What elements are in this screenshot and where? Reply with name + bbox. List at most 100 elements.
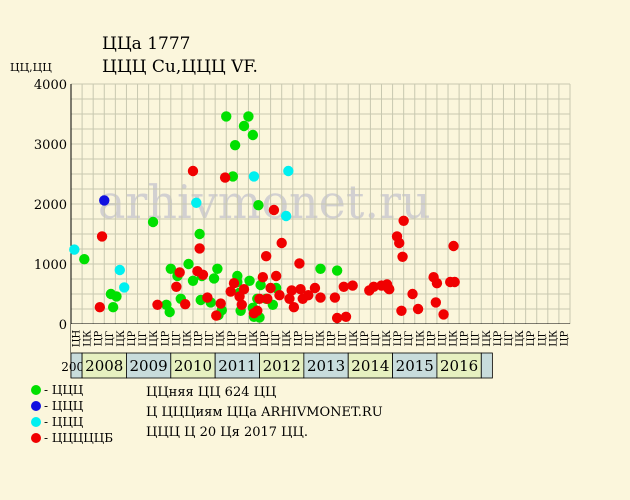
data-point	[252, 305, 263, 316]
quarter-label: ЦР	[194, 331, 205, 347]
data-point	[331, 312, 343, 324]
quarter-label: ЦГ	[338, 330, 349, 346]
year-label: 2016	[440, 357, 478, 375]
data-point	[183, 258, 194, 270]
data-point	[94, 302, 106, 313]
legend-label: - ЦЦЦ	[44, 383, 84, 397]
notes: ЦЦняя ЦЦ 624 ЦЦ Ц ЦЦЦиям ЦЦа ARHIVMONET.R…	[146, 385, 383, 440]
chart-title: ЦЦа 1777	[102, 34, 190, 54]
data-point	[99, 195, 110, 206]
quarter-labels: ЦН ЦК ЦР ЦГ ЦК ЦР ЦГ ЦК ЦР ЦГ ЦК ЦР ЦГ ЦК ЦР ЦГ ЦК ЦР ЦГ ЦК…	[71, 324, 570, 353]
quarter-label: ЦР	[360, 331, 371, 347]
year-band	[81, 352, 127, 379]
data-point	[262, 293, 273, 304]
data-point	[248, 171, 260, 182]
data-point	[329, 292, 341, 303]
data-point	[260, 251, 272, 262]
chart-subtitle: ЦЦЦ Cu,ЦЦЦ VF.	[102, 57, 258, 77]
data-point	[338, 281, 349, 292]
year-label: 2011	[218, 357, 256, 375]
data-point	[384, 284, 395, 295]
data-point	[238, 284, 250, 295]
data-point	[309, 282, 321, 294]
data-point	[368, 281, 379, 292]
note-line: ЦЦЦ Ц 20 Ця 2017 ЦЦ.	[146, 425, 308, 440]
quarter-label: ЦР	[227, 331, 238, 347]
data-point	[107, 302, 119, 313]
quarter-label: ЦГ	[404, 330, 415, 346]
data-point	[430, 297, 442, 308]
data-point	[171, 281, 182, 292]
y-tick-labels: 0 1000 2000 3000 4000	[34, 78, 67, 333]
quarter-label: ЦК	[83, 330, 94, 347]
quarter-label: ЦГ	[238, 330, 249, 346]
legend-label: - ЦЦЦ	[44, 415, 84, 429]
quarter-label: ЦК	[449, 330, 460, 347]
y-tick-label: 3000	[34, 138, 67, 153]
data-points	[69, 111, 460, 324]
data-point	[265, 282, 276, 294]
data-point	[331, 265, 343, 276]
data-point	[219, 172, 231, 183]
data-point	[79, 254, 90, 265]
data-point	[396, 305, 407, 316]
quarter-label: ЦГ	[304, 330, 315, 346]
data-point	[152, 299, 163, 310]
data-point	[212, 263, 223, 274]
data-point	[194, 228, 205, 240]
data-point	[111, 291, 122, 302]
data-point	[147, 216, 159, 228]
data-point	[253, 200, 264, 211]
quarter-label: ЦГ	[437, 330, 448, 346]
data-point	[398, 215, 409, 226]
year-label: 2015	[396, 357, 434, 375]
y-tick-label: 0	[59, 318, 67, 333]
data-point	[286, 285, 297, 296]
year-band	[214, 352, 260, 379]
data-point	[255, 279, 266, 291]
legend-marker	[31, 433, 41, 443]
quarter-label: ЦР	[393, 331, 404, 347]
quarter-label: ЦГ	[205, 330, 216, 346]
data-point	[268, 204, 280, 216]
data-point	[180, 299, 191, 310]
data-point	[187, 165, 199, 177]
legend-marker	[31, 417, 41, 427]
quarter-label: ЦР	[493, 331, 504, 347]
quarter-label: ЦК	[149, 330, 160, 347]
quarter-label: ЦГ	[471, 330, 482, 346]
data-point	[197, 269, 209, 280]
quarter-label: ЦК	[282, 330, 293, 347]
year-band	[259, 352, 305, 379]
data-point	[228, 278, 240, 289]
quarter-label: ЦК	[482, 330, 493, 347]
data-point	[257, 272, 269, 283]
data-point	[280, 210, 292, 222]
data-point	[295, 284, 306, 295]
data-point	[187, 275, 199, 286]
data-point	[294, 258, 305, 269]
data-point	[438, 309, 449, 320]
data-point	[431, 278, 443, 289]
year-label: 2010	[174, 357, 212, 375]
quarter-label: ЦГ	[138, 330, 149, 346]
quarter-label: ЦГ	[537, 330, 548, 346]
data-point	[96, 231, 108, 242]
quarter-label: ЦК	[415, 330, 426, 347]
note-line: Ц ЦЦЦиям ЦЦа ARHIVMONET.RU	[146, 405, 383, 420]
quarter-label: ЦР	[260, 331, 271, 347]
year-label: 2013	[307, 357, 345, 375]
data-point	[174, 267, 185, 278]
y-tick-label: 2000	[34, 198, 67, 213]
data-point	[244, 275, 255, 286]
quarter-label-strip	[71, 324, 570, 353]
data-point	[247, 129, 259, 141]
data-point	[221, 111, 232, 122]
quarter-label: ЦК	[116, 330, 127, 347]
year-label: 2008	[85, 357, 123, 375]
data-point	[340, 311, 352, 322]
quarter-label: ЦР	[526, 331, 537, 347]
legend-label: - ЦЦЦЦЦБ	[44, 431, 113, 445]
